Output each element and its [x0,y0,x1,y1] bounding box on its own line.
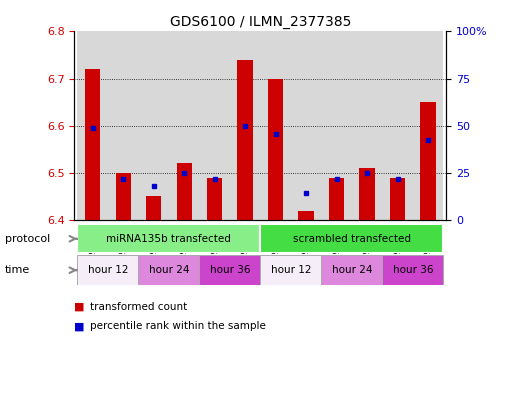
Text: miRNA135b transfected: miRNA135b transfected [107,234,231,244]
Bar [352,31,382,220]
Bar [77,224,261,253]
Text: scrambled transfected: scrambled transfected [293,234,411,244]
Bar [291,31,321,220]
Text: ■: ■ [74,301,85,312]
Bar [321,255,382,285]
Bar [238,60,253,220]
Bar [77,255,139,285]
Bar [139,31,169,220]
Title: GDS6100 / ILMN_2377385: GDS6100 / ILMN_2377385 [170,15,351,29]
Text: protocol: protocol [5,234,50,244]
Text: hour 24: hour 24 [331,265,372,275]
Bar [230,31,260,220]
Bar [321,31,352,220]
Bar [299,211,313,220]
Bar [360,168,374,220]
Bar [382,255,443,285]
Text: hour 12: hour 12 [270,265,311,275]
Text: hour 12: hour 12 [88,265,128,275]
Bar [146,196,161,220]
Bar [200,31,230,220]
Bar [260,31,291,220]
Text: transformed count: transformed count [90,301,187,312]
Bar [382,31,413,220]
Bar [176,163,192,220]
Text: percentile rank within the sample: percentile rank within the sample [90,321,266,331]
Bar [268,79,283,220]
Bar [261,224,443,253]
Text: ■: ■ [74,321,85,331]
Bar [329,178,344,220]
Bar [85,69,101,220]
Text: hour 36: hour 36 [210,265,250,275]
Bar [139,255,200,285]
Bar [115,173,131,220]
Text: time: time [5,265,30,275]
Text: hour 36: hour 36 [392,265,433,275]
Bar [200,255,261,285]
Bar [77,31,108,220]
Bar [169,31,200,220]
Bar [420,102,436,220]
Bar [108,31,139,220]
Bar [207,178,222,220]
Bar [390,178,405,220]
Bar [261,255,321,285]
Text: hour 24: hour 24 [149,265,189,275]
Bar [413,31,443,220]
